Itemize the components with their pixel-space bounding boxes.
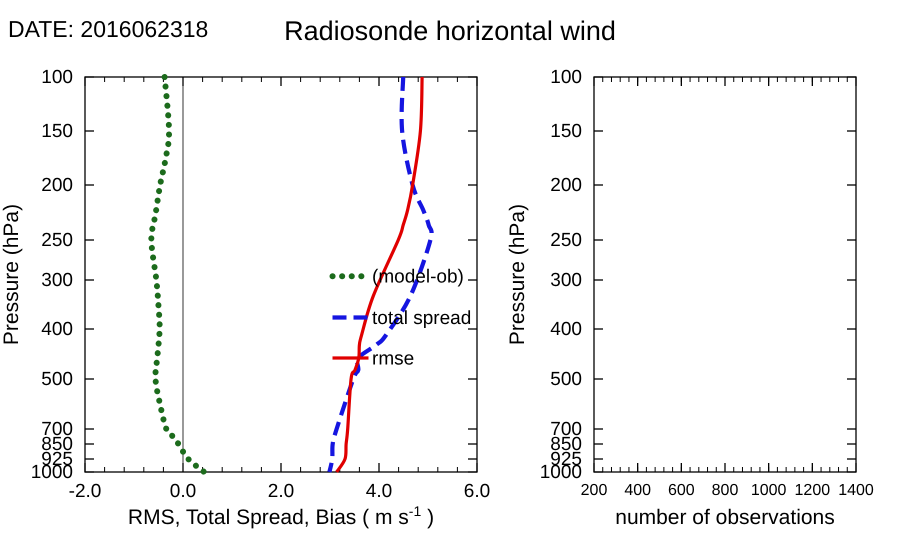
svg-text:-2.0: -2.0 <box>69 481 102 502</box>
svg-text:(model-ob): (model-ob) <box>372 267 464 288</box>
svg-text:800: 800 <box>712 482 739 499</box>
svg-text:500: 500 <box>41 369 73 390</box>
svg-text:6.0: 6.0 <box>464 481 490 502</box>
svg-text:500: 500 <box>550 369 582 390</box>
svg-text:1000: 1000 <box>540 462 582 483</box>
svg-text:100: 100 <box>41 67 73 88</box>
svg-text:Pressure (hPa): Pressure (hPa) <box>506 204 529 345</box>
svg-text:rmse: rmse <box>372 349 414 370</box>
svg-text:1000: 1000 <box>31 462 73 483</box>
svg-text:1000: 1000 <box>751 482 787 499</box>
svg-text:400: 400 <box>550 319 582 340</box>
svg-text:300: 300 <box>550 270 582 291</box>
svg-text:total spread: total spread <box>372 308 471 329</box>
svg-text:250: 250 <box>550 230 582 251</box>
svg-text:400: 400 <box>624 482 651 499</box>
svg-text:100: 100 <box>550 67 582 88</box>
svg-text:150: 150 <box>41 121 73 142</box>
svg-text:200: 200 <box>550 175 582 196</box>
svg-text:1400: 1400 <box>838 482 874 499</box>
svg-text:2.0: 2.0 <box>268 481 294 502</box>
svg-text:300: 300 <box>41 270 73 291</box>
svg-text:150: 150 <box>550 121 582 142</box>
svg-text:600: 600 <box>668 482 695 499</box>
svg-text:200: 200 <box>41 175 73 196</box>
svg-text:RMS, Total Spread, Bias ( m s-: RMS, Total Spread, Bias ( m s-1 ) <box>128 503 434 529</box>
svg-text:4.0: 4.0 <box>366 481 392 502</box>
svg-text:1200: 1200 <box>795 482 831 499</box>
svg-text:0.0: 0.0 <box>170 481 196 502</box>
svg-text:200: 200 <box>581 482 608 499</box>
svg-text:250: 250 <box>41 230 73 251</box>
svg-text:number of observations: number of observations <box>615 506 834 529</box>
svg-text:400: 400 <box>41 319 73 340</box>
svg-text:Radiosonde horizontal wind: Radiosonde horizontal wind <box>284 16 616 46</box>
svg-text:DATE: 2016062318: DATE: 2016062318 <box>8 16 208 42</box>
svg-text:Pressure (hPa): Pressure (hPa) <box>0 204 23 345</box>
